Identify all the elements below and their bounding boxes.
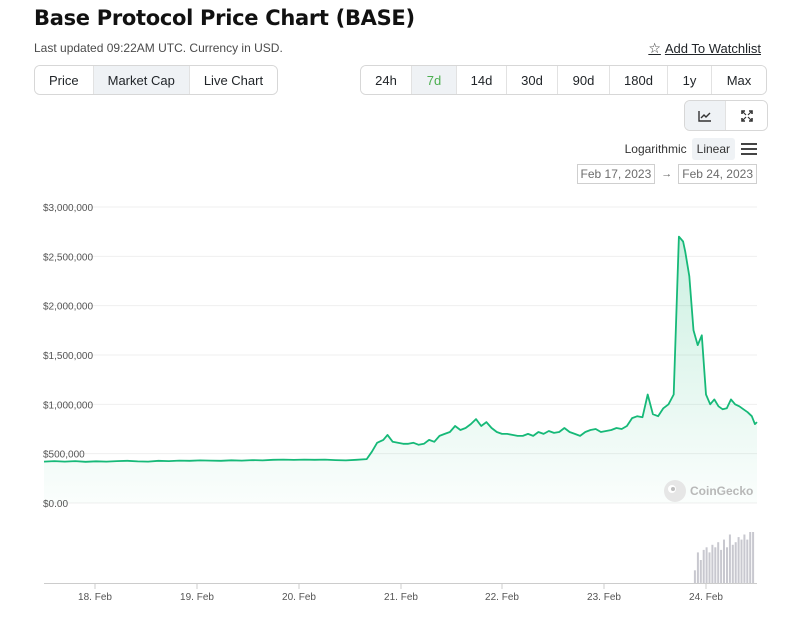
watchlist-label: Add To Watchlist xyxy=(664,41,761,56)
market-cap-area xyxy=(44,236,757,503)
logarithmic-button[interactable]: Logarithmic xyxy=(624,142,687,156)
x-tick-label: 20. Feb xyxy=(282,592,316,603)
y-tick-label: $0.00 xyxy=(43,499,68,510)
volume-bar xyxy=(714,547,717,583)
volume-bar xyxy=(740,539,743,583)
volume-bar xyxy=(737,537,740,583)
y-tick-label: $2,500,000 xyxy=(43,252,93,263)
volume-bar xyxy=(731,544,734,584)
range-180d-button[interactable]: 180d xyxy=(610,66,668,94)
volume-bar xyxy=(746,539,749,583)
linear-button[interactable]: Linear xyxy=(691,138,735,160)
volume-bar xyxy=(702,549,705,583)
volume-bar xyxy=(743,534,746,583)
y-tick-label: $1,500,000 xyxy=(43,351,93,362)
range-24h-button[interactable]: 24h xyxy=(361,66,412,94)
volume-bar xyxy=(708,552,711,583)
volume-bar xyxy=(705,547,708,583)
hamburger-menu-icon[interactable] xyxy=(741,142,757,156)
date-range-picker: Feb 17, 2023 → Feb 24, 2023 xyxy=(576,164,757,184)
view-tabs: Price Market Cap Live Chart xyxy=(34,65,279,95)
x-tick-label: 19. Feb xyxy=(180,592,214,603)
x-tick-label: 18. Feb xyxy=(78,592,112,603)
volume-bar xyxy=(693,570,696,584)
y-tick-label: $1,000,000 xyxy=(43,400,93,411)
x-tick-label: 23. Feb xyxy=(587,592,621,603)
expand-icon xyxy=(740,109,753,122)
line-chart-button[interactable] xyxy=(685,101,726,130)
range-90d-button[interactable]: 90d xyxy=(558,66,610,94)
y-tick-label: $2,000,000 xyxy=(43,302,93,313)
volume-bar xyxy=(696,552,699,583)
tab-price[interactable]: Price xyxy=(35,66,94,94)
tab-live-chart[interactable]: Live Chart xyxy=(189,66,278,94)
range-max-button[interactable]: Max xyxy=(712,66,766,94)
watermark-text: CoinGecko xyxy=(690,484,753,498)
x-tick-label: 24. Feb xyxy=(689,592,723,603)
volume-bar xyxy=(749,532,752,583)
line-chart-icon xyxy=(698,110,711,122)
x-tick-label: 21. Feb xyxy=(384,592,418,603)
volume-bar xyxy=(720,549,723,583)
volume-bar xyxy=(699,560,702,583)
fullscreen-button[interactable] xyxy=(726,101,767,130)
coingecko-watermark: CoinGecko xyxy=(664,480,753,502)
range-7d-button[interactable]: 7d xyxy=(412,66,457,94)
range-tabs: 24h 7d 14d 30d 90d 180d 1y Max xyxy=(360,65,767,95)
volume-bar xyxy=(726,547,728,583)
volume-bar xyxy=(711,544,714,584)
page-title: Base Protocol Price Chart (BASE) xyxy=(34,6,415,30)
scale-toggle: Logarithmic Linear xyxy=(620,138,757,160)
date-from-input[interactable]: Feb 17, 2023 xyxy=(576,164,656,184)
volume-bar xyxy=(728,534,731,583)
star-icon: ☆ xyxy=(648,40,661,56)
range-1y-button[interactable]: 1y xyxy=(668,66,712,94)
volume-bar xyxy=(723,539,725,583)
x-tick-label: 22. Feb xyxy=(485,592,519,603)
volume-bar xyxy=(752,532,755,583)
date-to-input[interactable]: Feb 24, 2023 xyxy=(678,164,757,184)
arrow-right-icon: → xyxy=(661,168,673,180)
tab-market-cap[interactable]: Market Cap xyxy=(93,66,190,94)
volume-bar xyxy=(734,542,737,583)
chart-mode-buttons xyxy=(684,100,768,131)
market-cap-line xyxy=(43,235,758,463)
volume-bar xyxy=(717,542,720,583)
last-updated-text: Last updated 09:22AM UTC. Currency in US… xyxy=(34,41,283,55)
y-tick-label: $3,000,000 xyxy=(43,203,93,214)
range-30d-button[interactable]: 30d xyxy=(507,66,558,94)
add-to-watchlist-link[interactable]: ☆ Add To Watchlist xyxy=(648,40,761,57)
y-tick-label: $500,000 xyxy=(43,450,85,461)
range-14d-button[interactable]: 14d xyxy=(457,66,507,94)
